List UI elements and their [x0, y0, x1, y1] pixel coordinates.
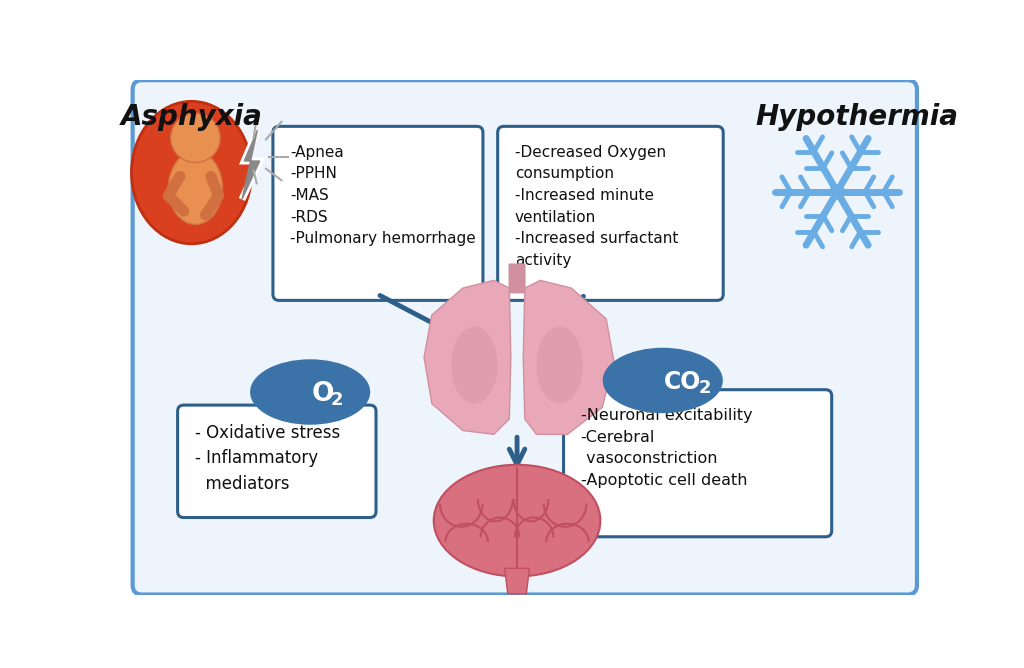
Text: -Decreased Oxygen
consumption
-Increased minute
ventilation
-Increased surfactan: -Decreased Oxygen consumption -Increased… — [515, 145, 678, 268]
Text: 2: 2 — [331, 391, 343, 409]
Text: Hypothermia: Hypothermia — [755, 104, 958, 131]
Text: CO: CO — [665, 370, 701, 394]
Ellipse shape — [250, 359, 371, 425]
FancyBboxPatch shape — [177, 405, 376, 518]
Polygon shape — [242, 130, 260, 200]
Ellipse shape — [537, 327, 583, 403]
Text: 2: 2 — [698, 379, 711, 397]
Polygon shape — [505, 568, 529, 594]
Text: -Neuronal excitability
-Cerebral
 vasoconstriction
-Apoptotic cell death: -Neuronal excitability -Cerebral vasocon… — [581, 408, 753, 488]
FancyBboxPatch shape — [509, 263, 525, 293]
FancyBboxPatch shape — [133, 80, 916, 595]
Ellipse shape — [168, 152, 222, 224]
FancyBboxPatch shape — [273, 126, 483, 301]
Ellipse shape — [131, 102, 252, 244]
Polygon shape — [424, 281, 511, 434]
Circle shape — [829, 184, 845, 200]
Circle shape — [171, 114, 220, 162]
Ellipse shape — [603, 348, 723, 413]
FancyBboxPatch shape — [498, 126, 723, 301]
Text: O: O — [311, 381, 334, 407]
Ellipse shape — [452, 327, 498, 403]
Polygon shape — [523, 281, 614, 434]
Text: - Oxidative stress
- Inflammatory
  mediators: - Oxidative stress - Inflammatory mediat… — [195, 424, 340, 493]
Text: -Apnea
-PPHN
-MAS
-RDS
-Pulmonary hemorrhage: -Apnea -PPHN -MAS -RDS -Pulmonary hemorr… — [290, 145, 476, 246]
Text: Asphyxia: Asphyxia — [121, 104, 262, 131]
Ellipse shape — [434, 465, 600, 576]
FancyBboxPatch shape — [563, 389, 831, 537]
